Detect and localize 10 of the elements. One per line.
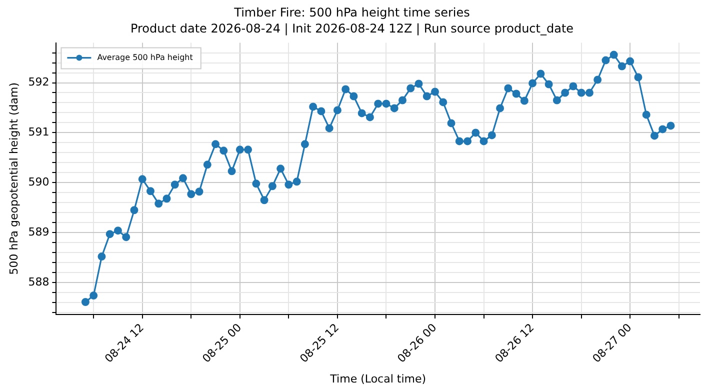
y-axis-title: 500 hPa geopotential height (dam): [7, 82, 20, 275]
y-tick-label: 588: [28, 275, 50, 288]
y-tick-label: 589: [28, 225, 50, 238]
y-tick-label: 591: [28, 126, 50, 139]
y-tick-label: 590: [28, 176, 50, 188]
chart-title: Timber Fire: 500 hPa height time series: [233, 5, 470, 20]
chart-subtitle: Product date 2026-08-24 | Init 2026-08-24 12Z | Run source product_date: [130, 22, 574, 36]
y-tick-label: 592: [28, 76, 50, 89]
x-axis-title: Time (Local time): [329, 372, 426, 386]
legend-label: Average 500 hPa height: [97, 52, 193, 62]
